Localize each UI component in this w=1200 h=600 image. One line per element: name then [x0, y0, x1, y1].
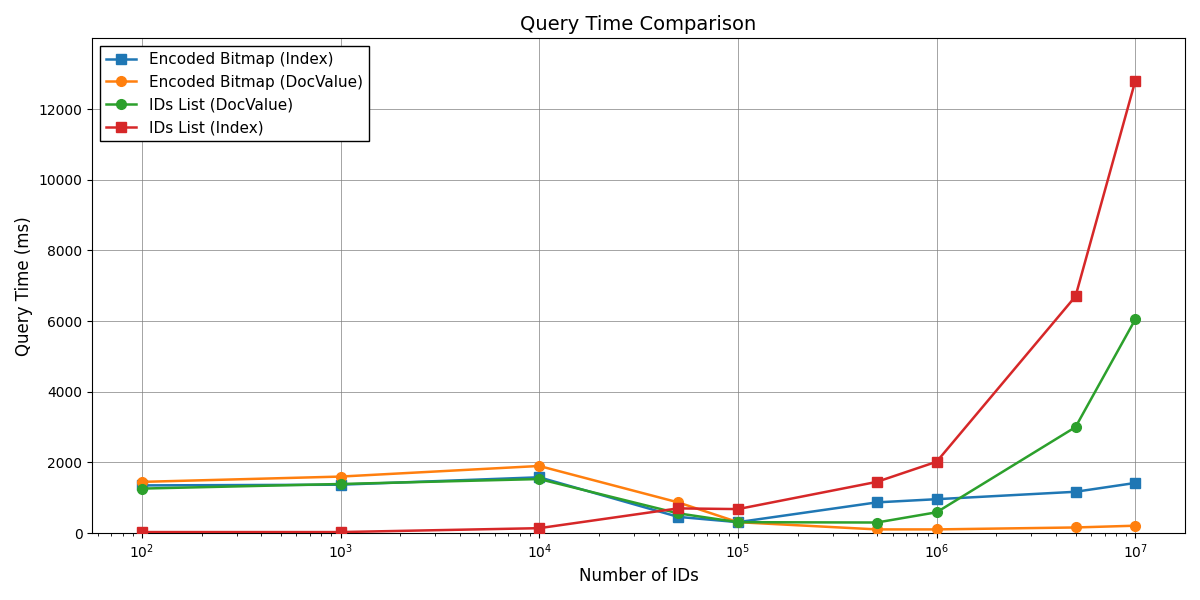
Encoded Bitmap (Index)	[870, 499, 884, 506]
Legend: Encoded Bitmap (Index), Encoded Bitmap (DocValue), IDs List (DocValue), IDs List: Encoded Bitmap (Index), Encoded Bitmap (…	[100, 46, 368, 141]
Encoded Bitmap (Index)	[930, 496, 944, 503]
Encoded Bitmap (Index)	[1068, 488, 1082, 496]
X-axis label: Number of IDs: Number of IDs	[578, 567, 698, 585]
IDs List (DocValue)	[1068, 424, 1082, 431]
Encoded Bitmap (Index)	[671, 513, 685, 520]
Line: Encoded Bitmap (DocValue): Encoded Bitmap (DocValue)	[137, 461, 1140, 534]
IDs List (Index)	[1068, 293, 1082, 300]
IDs List (Index)	[532, 524, 546, 532]
IDs List (Index)	[134, 529, 149, 536]
Line: IDs List (DocValue): IDs List (DocValue)	[137, 314, 1140, 527]
Encoded Bitmap (DocValue)	[134, 478, 149, 485]
Encoded Bitmap (Index)	[532, 473, 546, 481]
IDs List (Index)	[671, 505, 685, 512]
Encoded Bitmap (DocValue)	[334, 473, 348, 480]
Encoded Bitmap (DocValue)	[930, 526, 944, 533]
Title: Query Time Comparison: Query Time Comparison	[521, 15, 757, 34]
Encoded Bitmap (DocValue)	[532, 463, 546, 470]
Encoded Bitmap (DocValue)	[1068, 524, 1082, 531]
IDs List (DocValue)	[930, 509, 944, 516]
Encoded Bitmap (Index)	[731, 518, 745, 526]
IDs List (DocValue)	[870, 519, 884, 526]
IDs List (DocValue)	[1128, 316, 1142, 323]
IDs List (Index)	[334, 529, 348, 536]
IDs List (DocValue)	[532, 475, 546, 482]
IDs List (Index)	[731, 505, 745, 512]
Y-axis label: Query Time (ms): Query Time (ms)	[14, 216, 34, 356]
Encoded Bitmap (Index)	[334, 481, 348, 488]
IDs List (DocValue)	[334, 481, 348, 488]
IDs List (Index)	[870, 478, 884, 485]
Line: IDs List (Index): IDs List (Index)	[137, 76, 1140, 537]
Encoded Bitmap (Index)	[1128, 479, 1142, 487]
Encoded Bitmap (DocValue)	[731, 518, 745, 526]
IDs List (Index)	[1128, 77, 1142, 85]
Encoded Bitmap (DocValue)	[1128, 522, 1142, 529]
Encoded Bitmap (DocValue)	[671, 499, 685, 506]
IDs List (DocValue)	[731, 518, 745, 526]
Line: Encoded Bitmap (Index): Encoded Bitmap (Index)	[137, 472, 1140, 527]
Encoded Bitmap (DocValue)	[870, 526, 884, 533]
IDs List (DocValue)	[671, 510, 685, 517]
IDs List (DocValue)	[134, 485, 149, 492]
IDs List (Index)	[930, 458, 944, 466]
Encoded Bitmap (Index)	[134, 482, 149, 489]
